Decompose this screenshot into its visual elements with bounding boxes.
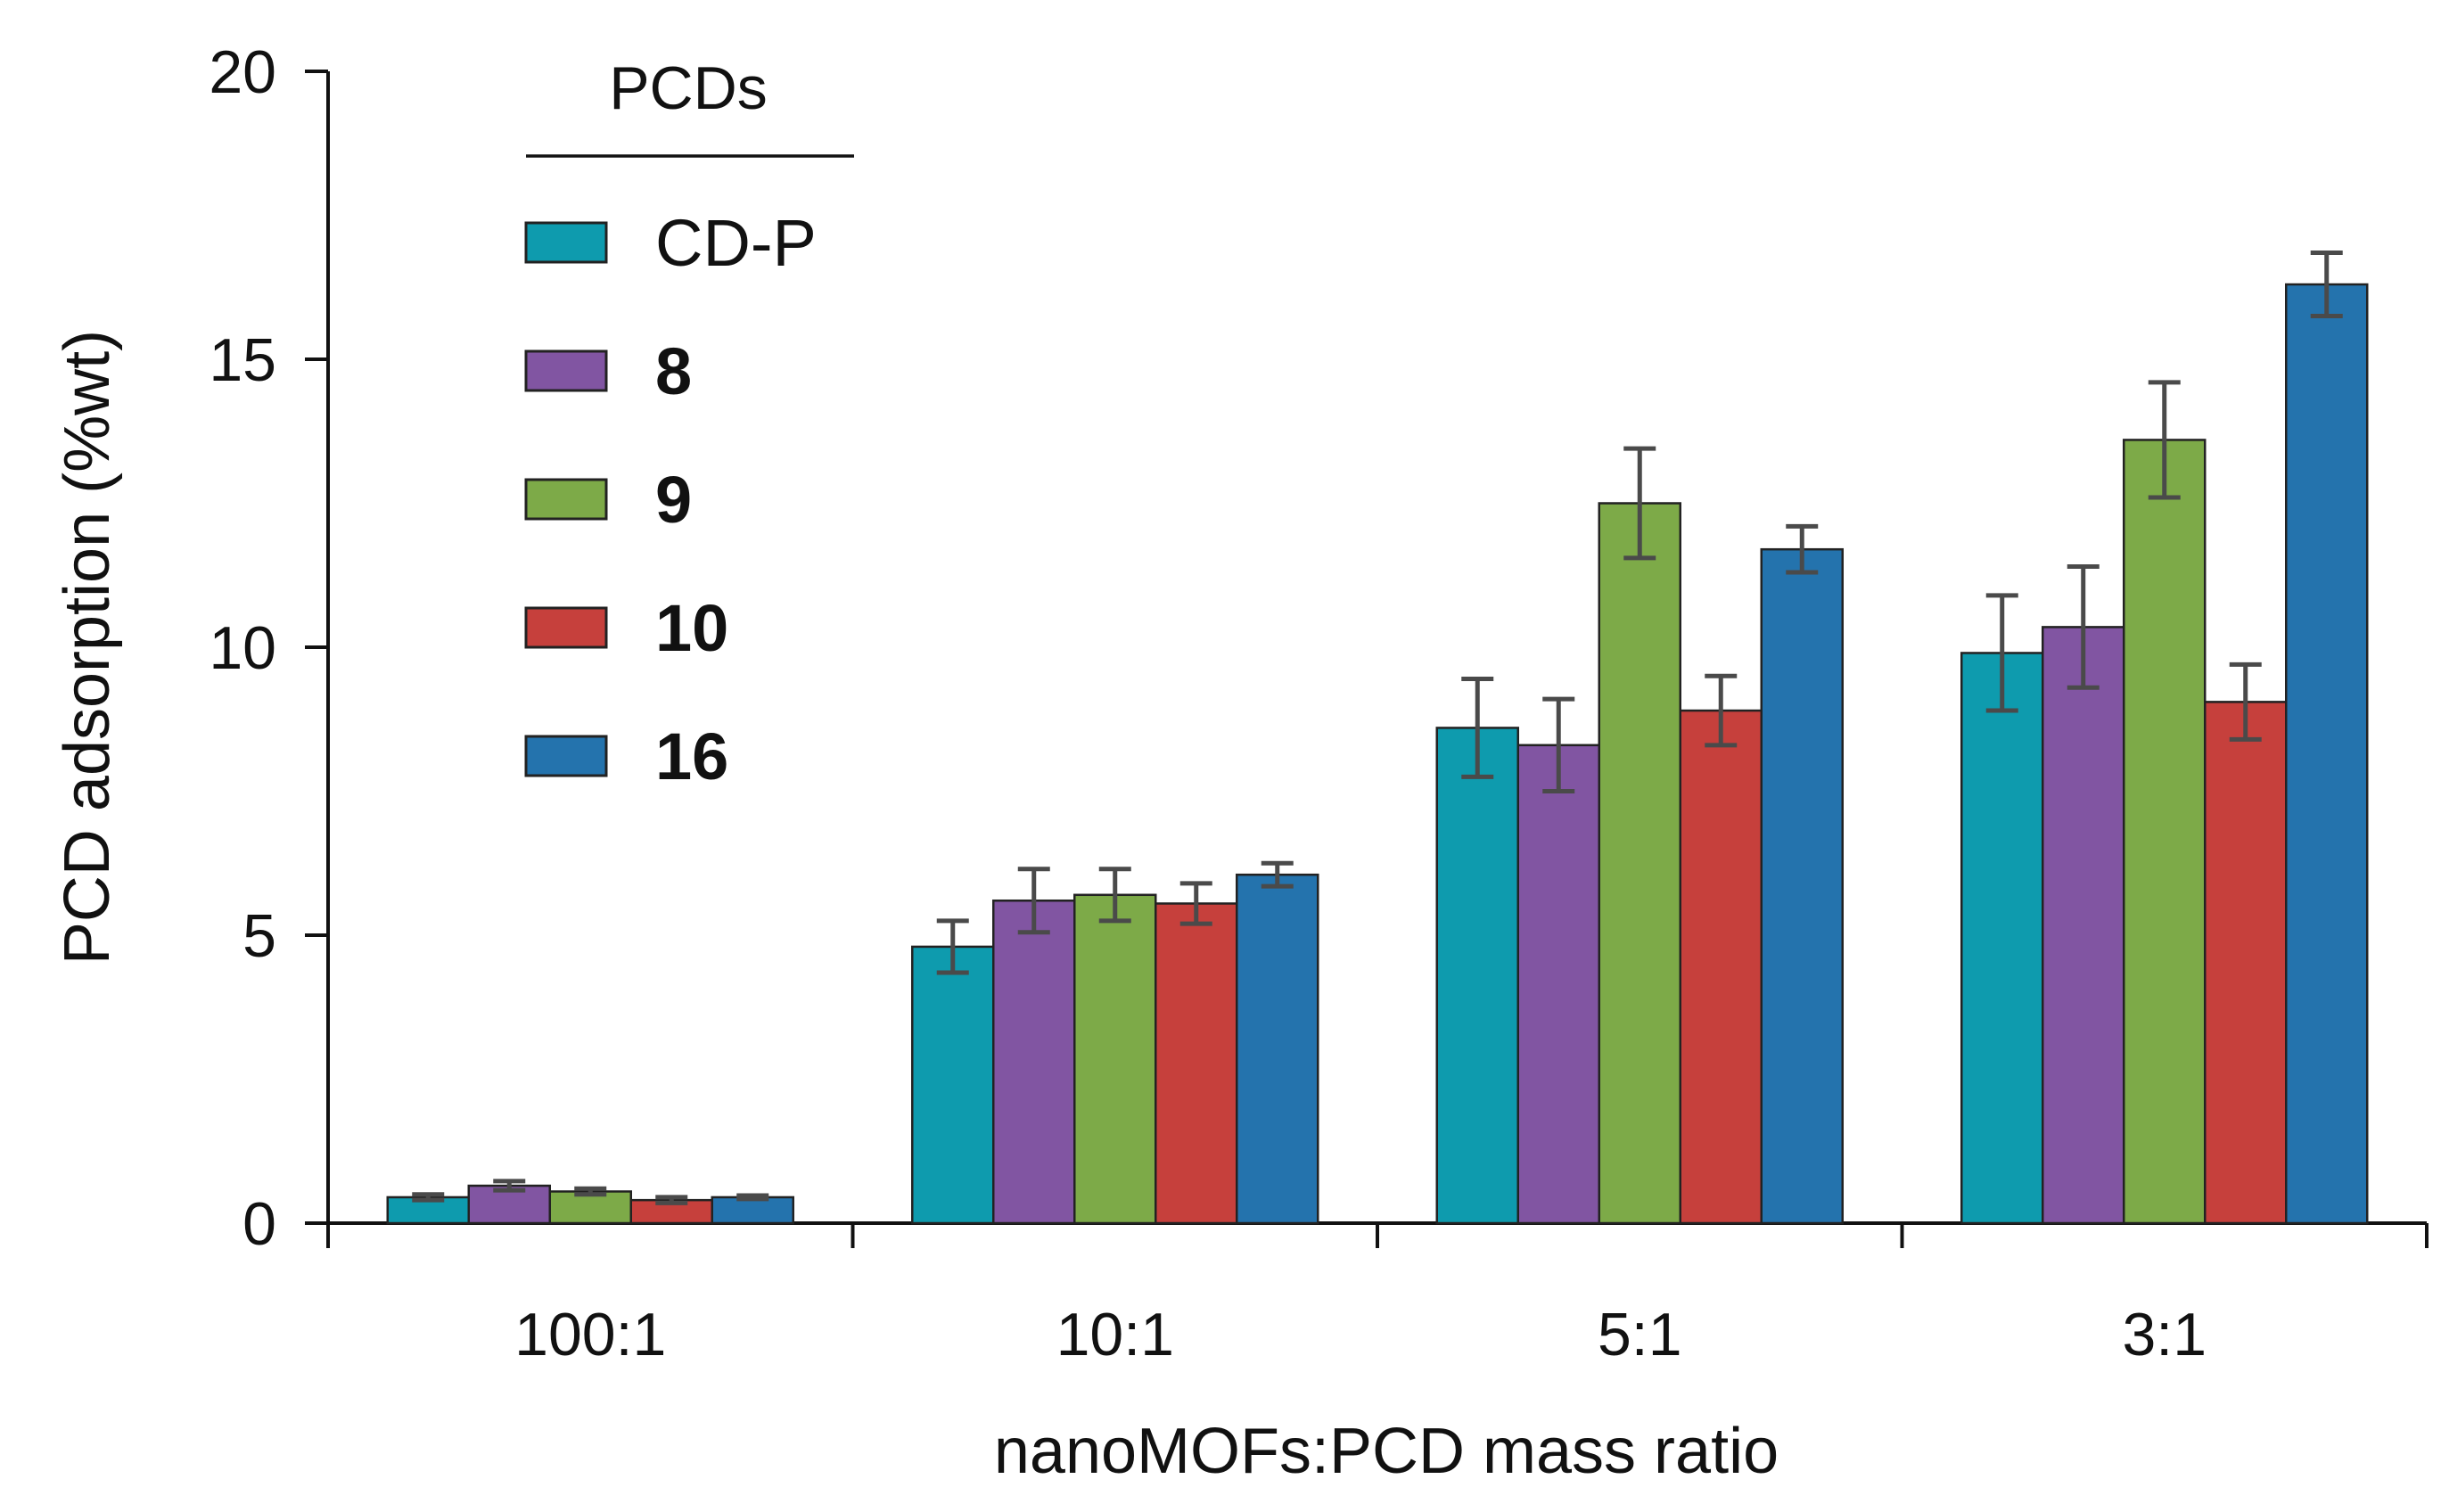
error-bar-9-5to1 [1623, 446, 1656, 561]
legend-swatch [524, 221, 608, 264]
error-bar-16-10to1 [1261, 860, 1294, 889]
y-axis-title: PCD adsorption (%wt) [52, 330, 123, 965]
y-tick-label: 0 [242, 1190, 276, 1258]
error-bar-16-5to1 [1786, 523, 1819, 575]
legend-swatch [524, 606, 608, 649]
x-axis-title: nanoMOFs:PCD mass ratio [994, 1416, 1779, 1487]
error-bar-cd-p-5to1 [1461, 677, 1494, 779]
y-tick-label: 10 [209, 614, 276, 682]
error-bar-10-5to1 [1705, 673, 1738, 748]
error-bar-9-100to1 [574, 1186, 607, 1197]
bars-group [386, 283, 2369, 1225]
bar-8-10to1 [992, 899, 1076, 1225]
error-bar-16-100to1 [736, 1193, 769, 1202]
bar-9-5to1 [1598, 502, 1681, 1225]
bar-8-5to1 [1516, 744, 1600, 1225]
y-tick-label: 20 [209, 38, 276, 106]
legend-label: 9 [655, 463, 692, 537]
error-bar-8-5to1 [1542, 696, 1575, 793]
error-bar-8-10to1 [1017, 867, 1050, 935]
legend-item-16: 16 [524, 719, 728, 793]
legend-swatch [524, 478, 608, 521]
bar-9-100to1 [548, 1190, 632, 1225]
y-tick-label: 15 [209, 326, 276, 394]
x-tick-label: 100:1 [514, 1301, 666, 1368]
bar-10-3to1 [2204, 701, 2288, 1225]
legend-label: 10 [655, 591, 728, 665]
bar-16-100to1 [711, 1196, 794, 1225]
x-tick-label: 3:1 [2122, 1301, 2207, 1368]
error-bar-cd-p-100to1 [412, 1192, 445, 1203]
error-bar-cd-p-3to1 [1985, 593, 2018, 713]
bar-9-10to1 [1073, 893, 1157, 1225]
legend-item-10: 10 [524, 591, 728, 665]
legend-swatch [524, 349, 608, 392]
bar-9-3to1 [2123, 439, 2207, 1225]
error-bar-cd-p-10to1 [936, 918, 969, 975]
error-bar-10-3to1 [2229, 662, 2262, 742]
error-bar-9-3to1 [2148, 380, 2181, 500]
x-tick-label: 10:1 [1056, 1301, 1174, 1368]
bar-16-10to1 [1236, 873, 1319, 1225]
error-bar-10-100to1 [655, 1195, 688, 1205]
legend-item-cd-p: CD-P [524, 206, 817, 280]
error-bar-9-10to1 [1098, 867, 1131, 924]
error-bars-group [412, 250, 2343, 1205]
bar-10-10to1 [1155, 902, 1238, 1225]
bar-16-5to1 [1760, 547, 1844, 1225]
legend: PCDs CD-P 8 9 10 16 [524, 54, 854, 793]
error-bar-16-3to1 [2310, 250, 2343, 319]
bar-cd-p-10to1 [911, 945, 995, 1225]
bar-cd-p-5to1 [1435, 727, 1519, 1225]
legend-label: 16 [655, 719, 728, 793]
legend-swatch [524, 735, 608, 777]
bar-16-3to1 [2285, 283, 2369, 1225]
bar-cd-p-3to1 [1960, 652, 2044, 1225]
y-tick-label: 5 [242, 902, 276, 970]
error-bar-8-100to1 [493, 1179, 526, 1193]
axis-labels-group: 100:1 10:1 5:1 3:1 nanoMOFs:PCD mass ratio PC… [52, 330, 2207, 1487]
bar-8-3to1 [2042, 626, 2125, 1225]
legend-item-8: 8 [524, 334, 692, 408]
x-tick-label: 5:1 [1598, 1301, 1682, 1368]
bar-10-5to1 [1679, 709, 1763, 1225]
error-bar-10-10to1 [1179, 881, 1212, 926]
legend-item-9: 9 [524, 463, 692, 537]
legend-label: 8 [655, 334, 692, 408]
legend-title: PCDs [609, 54, 768, 122]
legend-label: CD-P [655, 206, 817, 280]
error-bar-8-3to1 [2067, 564, 2100, 690]
